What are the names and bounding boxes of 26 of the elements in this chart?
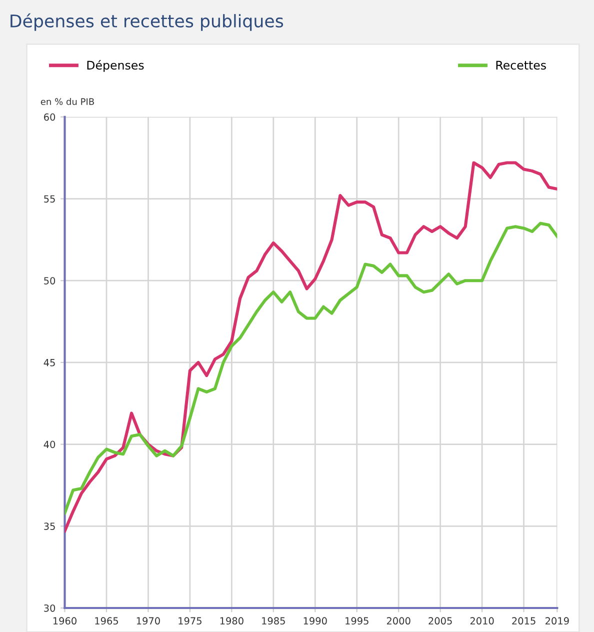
y-tick-label: 50 (44, 277, 56, 284)
y-tick-label: 30 (44, 604, 56, 612)
x-tick-label: 1970 (136, 617, 160, 625)
y-tick-label: 45 (44, 359, 55, 366)
x-tick-label: 2000 (386, 617, 410, 625)
x-tick-label: 1980 (220, 617, 244, 625)
chart-title: Dépenses et recettes publiques (10, 13, 284, 31)
x-tick-label: 1990 (304, 617, 327, 625)
line-series (64, 161, 558, 533)
x-tick-label: 2010 (470, 617, 494, 625)
y-tick-label: 35 (44, 522, 55, 530)
line-series (64, 222, 558, 515)
x-tick-label: 1975 (178, 617, 202, 625)
x-tick-label: 1960 (53, 617, 76, 625)
x-tick-label: 1995 (346, 617, 368, 625)
x-tick-label: 2015 (512, 617, 536, 625)
x-tick-label: 1985 (262, 617, 285, 625)
legend-label: Recettes (496, 60, 546, 70)
legend-label: Dépenses (87, 60, 144, 72)
y-axis-title: en % du PIB (40, 98, 94, 106)
y-tick-label: 40 (44, 440, 56, 448)
y-tick-label: 55 (44, 195, 55, 203)
x-tick-label: 2005 (428, 617, 452, 625)
x-tick-label: 2019 (546, 617, 569, 625)
x-tick-label: 1965 (95, 617, 118, 625)
y-tick-label: 60 (44, 113, 56, 121)
